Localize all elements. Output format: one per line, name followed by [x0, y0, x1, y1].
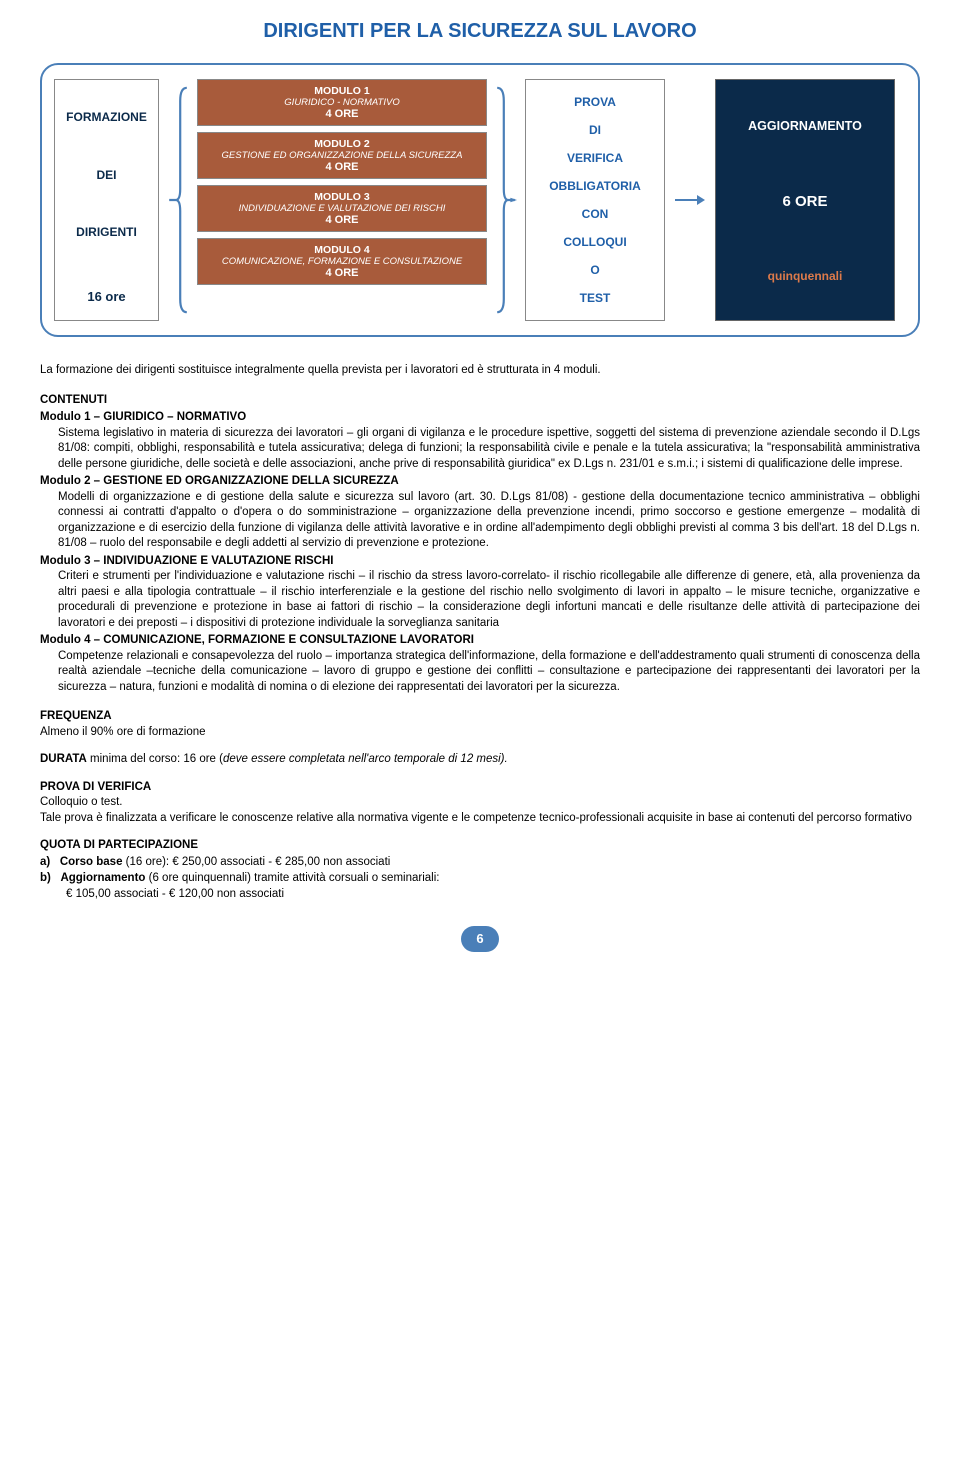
col1-l2: DEI — [96, 168, 116, 182]
m1-head: Modulo 1 – GIURIDICO – NORMATIVO — [40, 410, 920, 426]
m3-text: Criteri e strumenti per l'individuazione… — [58, 569, 920, 631]
frequenza-block: FREQUENZA Almeno il 90% ore di formazion… — [40, 709, 920, 740]
m1-text: Sistema legislativo in materia di sicure… — [58, 426, 920, 473]
col3-l5: CON — [582, 207, 609, 221]
bracket-left — [167, 79, 189, 321]
module-2-hours: 4 ORE — [204, 161, 480, 173]
m3-head: Modulo 3 – INDIVIDUAZIONE E VALUTAZIONE … — [40, 554, 920, 570]
col1-l1: FORMAZIONE — [66, 110, 147, 124]
col3-l4: OBBLIGATORIA — [549, 179, 641, 193]
bracket-left-icon — [167, 79, 189, 321]
arrow — [673, 79, 707, 321]
prova-l2: Tale prova è finalizzata a verificare le… — [40, 811, 920, 827]
intro-text: La formazione dei dirigenti sostituisce … — [40, 363, 920, 379]
diagram-row: FORMAZIONE DEI DIRIGENTI 16 ore MODULO 1… — [54, 79, 906, 321]
module-2-title: MODULO 2 — [204, 138, 480, 150]
durata-text2: deve essere completata nell'arco tempora… — [223, 753, 508, 765]
prova-block: PROVA DI VERIFICA Colloquio o test. Tale… — [40, 780, 920, 827]
contenuti-block: CONTENUTI Modulo 1 – GIURIDICO – NORMATI… — [40, 393, 920, 696]
module-1-sub: GIURIDICO - NORMATIVO — [204, 97, 480, 108]
quota-a: a) Corso base (16 ore): € 250,00 associa… — [40, 855, 920, 871]
bracket-right-icon — [495, 79, 517, 321]
quota-b-label: b) — [40, 872, 51, 884]
prova-head: PROVA DI VERIFICA — [40, 780, 920, 796]
quota-b-bold: Aggiornamento — [60, 872, 145, 884]
col4-l3: quinquennali — [768, 269, 843, 283]
freq-text: Almeno il 90% ore di formazione — [40, 725, 920, 741]
col3-l2: DI — [589, 123, 601, 137]
durata-text1: minima del corso: 16 ore ( — [87, 753, 223, 765]
module-1-hours: 4 ORE — [204, 108, 480, 120]
m4-head: Modulo 4 – COMUNICAZIONE, FORMAZIONE E C… — [40, 633, 920, 649]
col4-l2: 6 ORE — [782, 193, 827, 210]
col3-l1: PROVA — [574, 95, 616, 109]
page-number: 6 — [461, 926, 499, 952]
arrow-right-icon — [673, 190, 707, 210]
quota-a-bold: Corso base — [60, 856, 123, 868]
durata-block: DURATA minima del corso: 16 ore (deve es… — [40, 752, 920, 768]
col1-hours: 16 ore — [87, 289, 125, 304]
freq-head: FREQUENZA — [40, 709, 920, 725]
col4-l1: AGGIORNAMENTO — [748, 119, 862, 133]
quota-a-rest: (16 ore): € 250,00 associati - € 285,00 … — [122, 856, 390, 868]
prova-l1: Colloquio o test. — [40, 795, 920, 811]
col1-l3: DIRIGENTI — [76, 225, 137, 239]
bracket-right — [495, 79, 517, 321]
quota-b-line2: € 105,00 associati - € 120,00 non associ… — [66, 887, 920, 903]
module-3-title: MODULO 3 — [204, 191, 480, 203]
quota-head: QUOTA DI PARTECIPAZIONE — [40, 838, 920, 854]
module-1: MODULO 1 GIURIDICO - NORMATIVO 4 ORE — [197, 79, 487, 126]
m2-text: Modelli di organizzazione e di gestione … — [58, 490, 920, 552]
diagram-container: FORMAZIONE DEI DIRIGENTI 16 ore MODULO 1… — [40, 63, 920, 337]
quota-a-label: a) — [40, 856, 50, 868]
quota-b: b) Aggiornamento (6 ore quinquennali) tr… — [40, 871, 920, 902]
modules-column: MODULO 1 GIURIDICO - NORMATIVO 4 ORE MOD… — [197, 79, 487, 321]
col3-l7: O — [590, 263, 599, 277]
module-3-sub: INDIVIDUAZIONE E VALUTAZIONE DEI RISCHI — [204, 203, 480, 214]
module-3: MODULO 3 INDIVIDUAZIONE E VALUTAZIONE DE… — [197, 185, 487, 232]
module-2-sub: GESTIONE ED ORGANIZZAZIONE DELLA SICUREZ… — [204, 150, 480, 161]
col3-l8: TEST — [580, 291, 611, 305]
durata-label: DURATA — [40, 753, 87, 765]
box-prova: PROVA DI VERIFICA OBBLIGATORIA CON COLLO… — [525, 79, 665, 321]
box-aggiornamento: AGGIORNAMENTO 6 ORE quinquennali — [715, 79, 895, 321]
m2-head: Modulo 2 – GESTIONE ED ORGANIZZAZIONE DE… — [40, 474, 920, 490]
contenuti-head: CONTENUTI — [40, 393, 920, 409]
quota-list: a) Corso base (16 ore): € 250,00 associa… — [40, 855, 920, 903]
m4-text: Competenze relazionali e consapevolezza … — [58, 649, 920, 696]
box-formazione: FORMAZIONE DEI DIRIGENTI 16 ore — [54, 79, 159, 321]
module-3-hours: 4 ORE — [204, 214, 480, 226]
module-4-hours: 4 ORE — [204, 267, 480, 279]
module-4-sub: COMUNICAZIONE, FORMAZIONE E CONSULTAZION… — [204, 256, 480, 267]
module-1-title: MODULO 1 — [204, 85, 480, 97]
module-4: MODULO 4 COMUNICAZIONE, FORMAZIONE E CON… — [197, 238, 487, 285]
quota-block: QUOTA DI PARTECIPAZIONE a) Corso base (1… — [40, 838, 920, 902]
page-title: DIRIGENTI PER LA SICUREZZA SUL LAVORO — [40, 20, 920, 43]
col3-l3: VERIFICA — [567, 151, 623, 165]
quota-b-rest: (6 ore quinquennali) tramite attività co… — [145, 872, 439, 884]
module-4-title: MODULO 4 — [204, 244, 480, 256]
col3-l6: COLLOQUI — [563, 235, 626, 249]
module-2: MODULO 2 GESTIONE ED ORGANIZZAZIONE DELL… — [197, 132, 487, 179]
